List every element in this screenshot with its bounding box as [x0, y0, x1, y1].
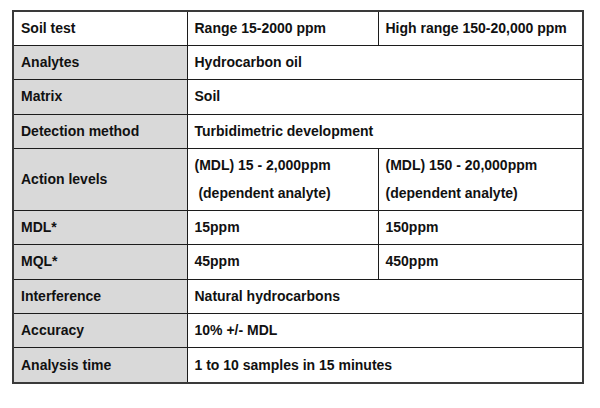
header-soil-test: Soil test [13, 11, 187, 45]
row-label-mql: MQL* [13, 244, 187, 279]
header-high-range: High range 150-20,000 ppm [378, 11, 583, 45]
table-row-detection-method: Detection method Turbidimetric developme… [13, 114, 583, 148]
table-row-analysis-time: Analysis time 1 to 10 samples in 15 minu… [13, 347, 583, 383]
row-label-interference: Interference [13, 279, 187, 313]
value-matrix: Soil [187, 79, 583, 114]
header-range: Range 15-2000 ppm [187, 11, 378, 45]
value-analysis-time: 1 to 10 samples in 15 minutes [187, 347, 583, 383]
value-mql-range: 45ppm [187, 244, 378, 279]
action-levels-high-line2: (dependent analyte) [386, 179, 579, 207]
row-label-accuracy: Accuracy [13, 313, 187, 347]
table-row-accuracy: Accuracy 10% +/- MDL [13, 313, 583, 347]
row-label-action-levels: Action levels [13, 148, 187, 210]
value-action-levels-high: (MDL) 150 - 20,000ppm (dependent analyte… [378, 148, 583, 210]
action-levels-range-line1: (MDL) 15 - 2,000ppm [195, 151, 374, 179]
table-row-mql: MQL* 45ppm 450ppm [13, 244, 583, 279]
row-label-analytes: Analytes [13, 45, 187, 79]
value-accuracy: 10% +/- MDL [187, 313, 583, 347]
value-interference: Natural hydrocarbons [187, 279, 583, 313]
table-row-mdl: MDL* 15ppm 150ppm [13, 210, 583, 244]
row-label-analysis-time: Analysis time [13, 347, 187, 383]
document-page: Soil test Range 15-2000 ppm High range 1… [0, 0, 600, 408]
row-label-mdl: MDL* [13, 210, 187, 244]
value-detection-method: Turbidimetric development [187, 114, 583, 148]
table-row-interference: Interference Natural hydrocarbons [13, 279, 583, 313]
soil-test-table: Soil test Range 15-2000 ppm High range 1… [12, 10, 584, 384]
table-row-matrix: Matrix Soil [13, 79, 583, 114]
table-row-action-levels: Action levels (MDL) 15 - 2,000ppm (depen… [13, 148, 583, 210]
value-action-levels-range: (MDL) 15 - 2,000ppm (dependent analyte) [187, 148, 378, 210]
table-row-analytes: Analytes Hydrocarbon oil [13, 45, 583, 79]
value-mdl-range: 15ppm [187, 210, 378, 244]
action-levels-range-line2: (dependent analyte) [195, 179, 374, 207]
value-mql-high: 450ppm [378, 244, 583, 279]
action-levels-high-line1: (MDL) 150 - 20,000ppm [386, 151, 579, 179]
table-header-row: Soil test Range 15-2000 ppm High range 1… [13, 11, 583, 45]
row-label-detection-method: Detection method [13, 114, 187, 148]
value-mdl-high: 150ppm [378, 210, 583, 244]
value-analytes: Hydrocarbon oil [187, 45, 583, 79]
row-label-matrix: Matrix [13, 79, 187, 114]
